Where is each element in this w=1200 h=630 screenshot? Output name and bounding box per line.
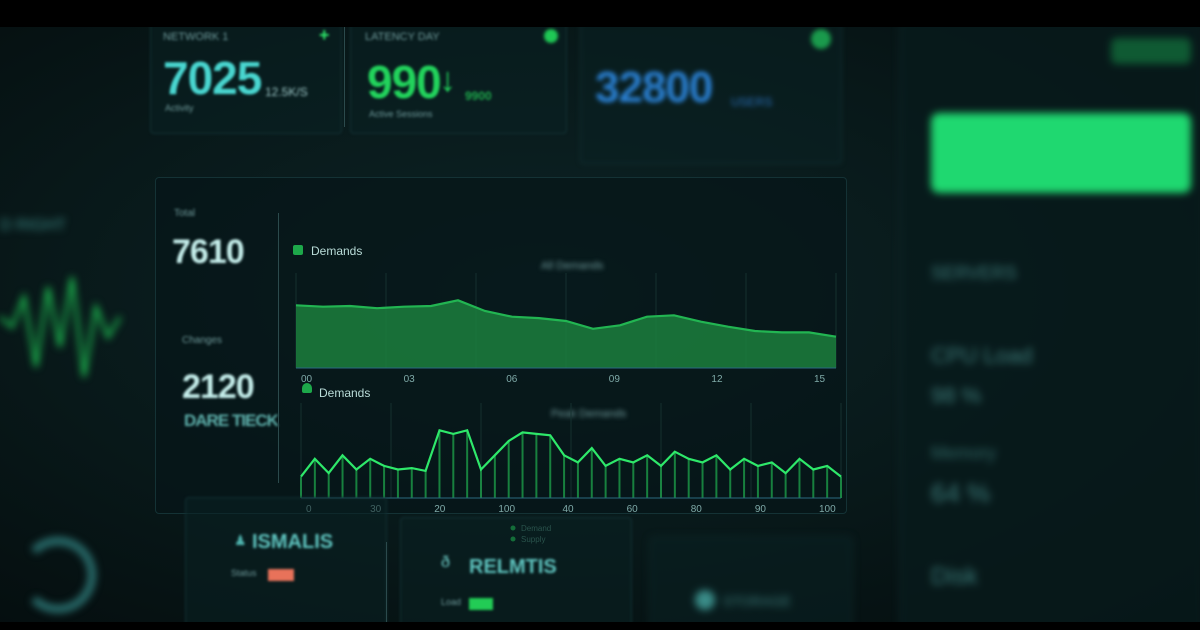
chart-top-title: Demands xyxy=(311,244,363,258)
side2-label: Changes xyxy=(182,335,223,346)
kpi3-unit: USERS xyxy=(731,95,773,109)
divider xyxy=(386,542,387,622)
card1-title: ISMALIS xyxy=(252,531,334,553)
x-tick-label: 09 xyxy=(609,374,621,385)
kpi-card-1: NETWORK 1 + 7025 12.5K/S Activity xyxy=(150,27,342,134)
kpi-card-3: 32800 USERS xyxy=(580,27,842,164)
card2-status-bar xyxy=(469,598,493,610)
wave-line xyxy=(0,276,122,378)
left-title: D RIGHT xyxy=(0,217,66,234)
gauge-icon: ð xyxy=(441,554,450,571)
left-wave-chart xyxy=(0,276,122,378)
side2-sub: DARE TIECK xyxy=(184,411,279,430)
kpi3-value: 32800 xyxy=(595,63,713,112)
status-dot xyxy=(811,29,831,49)
x-tick-label: 15 xyxy=(814,374,826,385)
side1-value: 7610 xyxy=(172,233,245,271)
right-item: Memory xyxy=(931,443,997,463)
series-line xyxy=(300,428,842,478)
right-item: Disk xyxy=(931,563,978,590)
storage-icon xyxy=(695,590,715,610)
x-tick-label: 90 xyxy=(755,504,767,515)
x-tick-label: 100 xyxy=(498,504,515,515)
chart-bottom-title: Demands xyxy=(319,386,371,400)
right-item: SERVERS xyxy=(931,263,1017,283)
card1-status-label: Status xyxy=(231,568,257,578)
user-icon: ♟ xyxy=(234,532,247,548)
kpi2-unit: 9900 xyxy=(465,89,492,103)
x-tick-label: 40 xyxy=(563,504,575,515)
charts-panel: Total 7610 Changes 2120 DARE TIECK Deman… xyxy=(155,177,847,544)
x-tick-label: 00 xyxy=(301,374,313,385)
divider xyxy=(344,27,345,127)
kpi2-value: 990 xyxy=(367,56,442,108)
x-tick-label: 100 xyxy=(819,504,836,515)
chart-icon xyxy=(293,245,303,255)
chart-icon xyxy=(302,383,312,393)
series-line xyxy=(295,299,837,338)
arrow-down-icon: ↓ xyxy=(439,61,456,99)
card1-status-bar xyxy=(268,569,294,581)
right-item: 98 % xyxy=(931,383,982,408)
x-tick-label: 03 xyxy=(404,374,416,385)
kpi2-sub: Active Sessions xyxy=(369,109,433,119)
card2-status-label: Load xyxy=(441,597,462,607)
demands-line-chart: 0302010040608090100DemandSupply xyxy=(300,403,842,544)
x-tick-label: 20 xyxy=(434,504,446,515)
demands-area-chart: 00 03 06 09 12 15 xyxy=(295,273,837,385)
kpi1-value: 7025 xyxy=(163,52,262,104)
chart-top-subtitle: All Demands xyxy=(541,260,604,272)
chart-bottom-subtitle: Peak Demands xyxy=(551,408,627,420)
right-item: CPU Load xyxy=(931,343,1033,368)
card3-title: STORAGE xyxy=(723,593,792,609)
left-gauge xyxy=(20,537,96,613)
right-panel: SERVERS CPU Load 98 % Memory 64 % Disk xyxy=(900,27,1200,622)
kpi-card-2: LATENCY DAY 990 ↓ 9900 Active Sessions xyxy=(350,27,567,134)
area-fill xyxy=(296,300,836,368)
divider xyxy=(278,213,279,483)
card-relmtis: ð RELMTIS Load xyxy=(400,517,632,622)
x-tick-label: 06 xyxy=(506,374,518,385)
right-item: 64 % xyxy=(931,478,991,508)
status-dot xyxy=(544,29,558,43)
x-tick-label: 80 xyxy=(691,504,703,515)
kpi2-label: LATENCY DAY xyxy=(365,31,440,43)
x-tick-label: 60 xyxy=(627,504,639,515)
card2-title: RELMTIS xyxy=(469,556,557,578)
kpi1-label: NETWORK 1 xyxy=(163,31,229,43)
card-storage: STORAGE xyxy=(650,537,852,622)
dashboard-screen: D RIGHT NETWORK 1 + 7025 12.5K/S Activit… xyxy=(0,27,1200,622)
toggle-button[interactable] xyxy=(1111,38,1191,64)
kpi1-unit: 12.5K/S xyxy=(265,85,308,99)
kpi1-sub: Activity xyxy=(165,103,194,113)
side2-value: 2120 xyxy=(182,368,255,406)
primary-action-button[interactable] xyxy=(931,113,1191,193)
add-icon[interactable]: + xyxy=(319,27,330,45)
card-ismalis: ♟ ISMALIS Status xyxy=(185,497,387,622)
side1-label: Total xyxy=(174,208,196,219)
x-tick-label: 12 xyxy=(711,374,723,385)
